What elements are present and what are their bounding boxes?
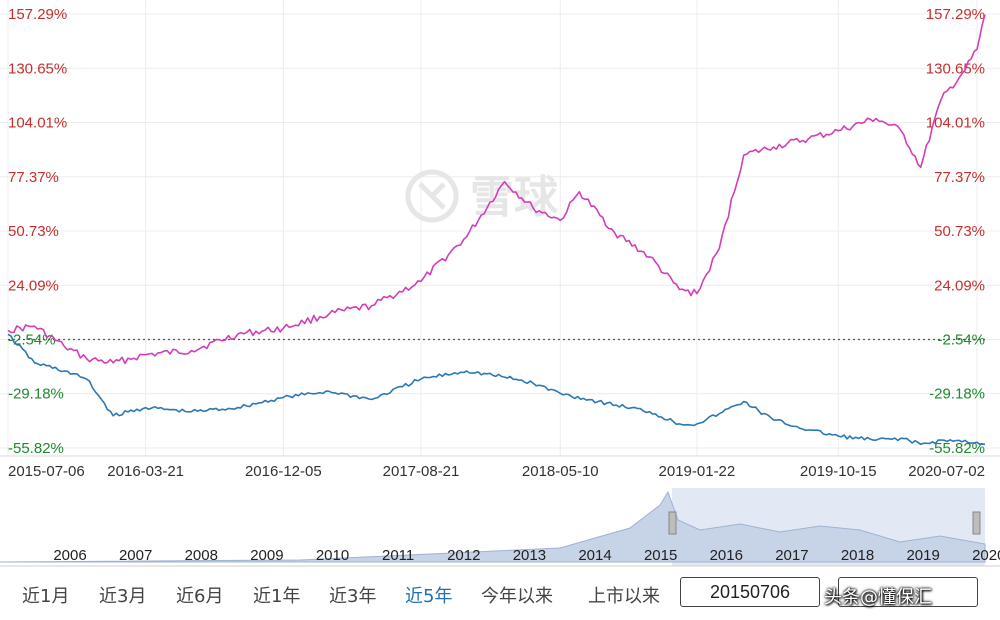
navigator-year-label: 2018 — [841, 547, 874, 564]
range-button-5y[interactable]: 近5年 — [405, 586, 453, 607]
y-tick-label-right: -55.82% — [929, 440, 985, 457]
x-tick-label: 2020-07-02 — [908, 463, 985, 480]
navigator[interactable]: 2006 2007 2008 2009 2010 2011 2012 2013 2014 2015… — [0, 488, 1000, 567]
watermark-text: 雪球 — [470, 172, 559, 223]
start-date-input[interactable] — [680, 577, 820, 607]
navigator-year-labels: 2006 2007 2008 2009 2010 2011 2012 2013 2014 2015… — [53, 547, 1000, 564]
watermark: 雪球 — [405, 169, 559, 223]
y-tick-label-right: 77.37% — [934, 169, 985, 186]
navigator-year-label: 2016 — [710, 547, 743, 564]
y-tick-label-right: -29.18% — [929, 386, 985, 403]
y-tick-label-left: 130.65% — [8, 60, 67, 77]
y-tick-label-left: -29.18% — [8, 386, 64, 403]
y-tick-label-left: 77.37% — [8, 169, 59, 186]
navigator-area — [0, 490, 986, 563]
end-date-input[interactable] — [838, 577, 978, 607]
navigator-year-label: 2019 — [906, 547, 939, 564]
y-tick-label-left: -55.82% — [8, 440, 64, 457]
navigator-year-label: 2007 — [119, 547, 152, 564]
navigator-year-label: 2015 — [644, 547, 677, 564]
x-tick-label: 2016-03-21 — [107, 463, 184, 480]
x-tick-label: 2016-12-05 — [245, 463, 322, 480]
navigator-handle-left[interactable] — [668, 511, 677, 535]
range-button-1y[interactable]: 近1年 — [253, 586, 301, 607]
y-tick-label-right: 157.29% — [926, 6, 985, 23]
navigator-year-label: 2012 — [447, 547, 480, 564]
y-axis-right: 157.29% 130.65% 104.01% 77.37% 50.73% 24.09% -… — [926, 6, 985, 457]
y-tick-label-right: -2.54% — [937, 331, 985, 348]
range-button-3y[interactable]: 近3年 — [329, 586, 377, 607]
range-button-6m[interactable]: 近6月 — [176, 586, 224, 607]
snowball-logo-icon — [405, 169, 459, 223]
x-tick-label: 2017-08-21 — [383, 463, 460, 480]
y-tick-label-right: 104.01% — [926, 115, 985, 132]
y-tick-label-right: 24.09% — [934, 277, 985, 294]
x-tick-label: 2018-05-10 — [522, 463, 599, 480]
y-axis-left: 157.29% 130.65% 104.01% 77.37% 50.73% 24.09% -… — [8, 6, 67, 457]
navigator-year-label: 2010 — [316, 547, 349, 564]
navigator-handle-right[interactable] — [972, 511, 981, 535]
navigator-year-label: 2013 — [513, 547, 546, 564]
x-tick-label: 2015-07-06 — [8, 463, 85, 480]
series-lines — [7, 14, 986, 446]
series-line-1 — [7, 14, 986, 365]
y-tick-label-right: 130.65% — [926, 60, 985, 77]
x-tick-label: 2019-10-15 — [800, 463, 877, 480]
x-axis: 2015-07-06 2016-03-21 2016-12-05 2017-08-21… — [0, 455, 1000, 480]
chart-grid — [0, 0, 1000, 456]
navigator-year-label: 2020 — [972, 547, 1000, 564]
navigator-year-label: 2006 — [53, 547, 86, 564]
y-tick-label-left: 157.29% — [8, 6, 67, 23]
x-tick-label: 2019-01-22 — [659, 463, 736, 480]
range-button-3m[interactable]: 近3月 — [99, 586, 147, 607]
navigator-year-label: 2014 — [578, 547, 611, 564]
navigator-year-label: 2009 — [250, 547, 283, 564]
y-tick-label-left: -2.54% — [8, 331, 56, 348]
y-tick-label-left: 24.09% — [8, 277, 59, 294]
y-tick-label-right: 50.73% — [934, 223, 985, 240]
y-tick-label-left: 50.73% — [8, 223, 59, 240]
navigator-year-label: 2017 — [775, 547, 808, 564]
y-tick-label-left: 104.01% — [8, 115, 67, 132]
range-toolbar: 近1月 近3月 近6月 近1年 近3年 近5年 今年以来 上市以来 头条@懂保汇 — [0, 570, 1000, 620]
range-button-since-listing[interactable]: 上市以来 — [588, 586, 660, 607]
series-line-2 — [7, 333, 986, 446]
navigator-year-label: 2011 — [382, 547, 414, 564]
range-button-ytd[interactable]: 今年以来 — [481, 586, 553, 607]
credit-watermark: 头条@懂保汇 — [824, 587, 932, 608]
range-button-1m[interactable]: 近1月 — [22, 586, 70, 607]
navigator-year-label: 2008 — [185, 547, 218, 564]
